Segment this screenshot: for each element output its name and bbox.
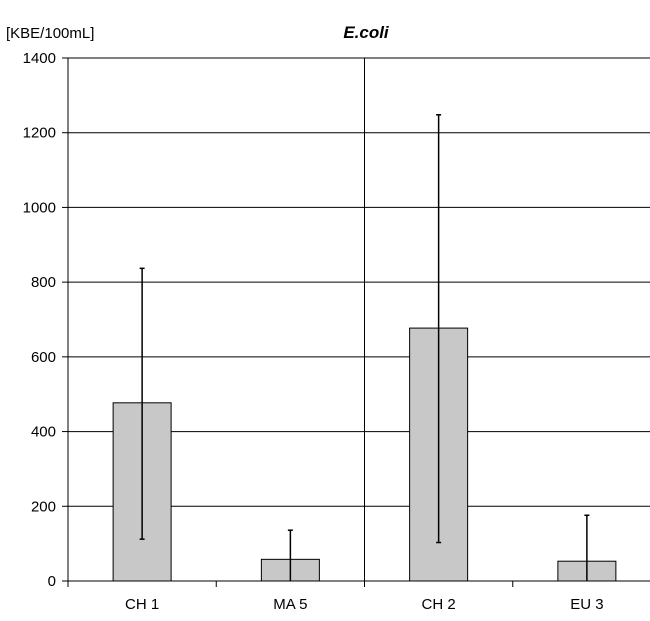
y-tick-label: 0 — [48, 573, 56, 590]
y-axis-unit-label: [KBE/100mL] — [6, 25, 94, 42]
x-category-label: MA 5 — [273, 596, 307, 613]
y-axis-ticks: 0 200 400 600 800 1000 1200 1400 — [23, 50, 68, 590]
y-tick-label: 400 — [31, 424, 56, 441]
y-tick-label: 1200 — [23, 125, 56, 142]
y-tick-label: 800 — [31, 274, 56, 291]
chart-title: E.coli — [343, 23, 390, 42]
x-category-label: CH 2 — [422, 596, 456, 613]
x-axis-labels: CH 1 MA 5 CH 2 EU 3 — [67, 581, 604, 613]
y-tick-label: 600 — [31, 349, 56, 366]
x-category-label: CH 1 — [125, 596, 159, 613]
y-tick-label: 1400 — [23, 50, 56, 67]
error-bars — [139, 114, 590, 581]
x-category-label: EU 3 — [570, 596, 603, 613]
y-tick-label: 200 — [31, 498, 56, 515]
y-tick-label: 1000 — [23, 199, 56, 216]
